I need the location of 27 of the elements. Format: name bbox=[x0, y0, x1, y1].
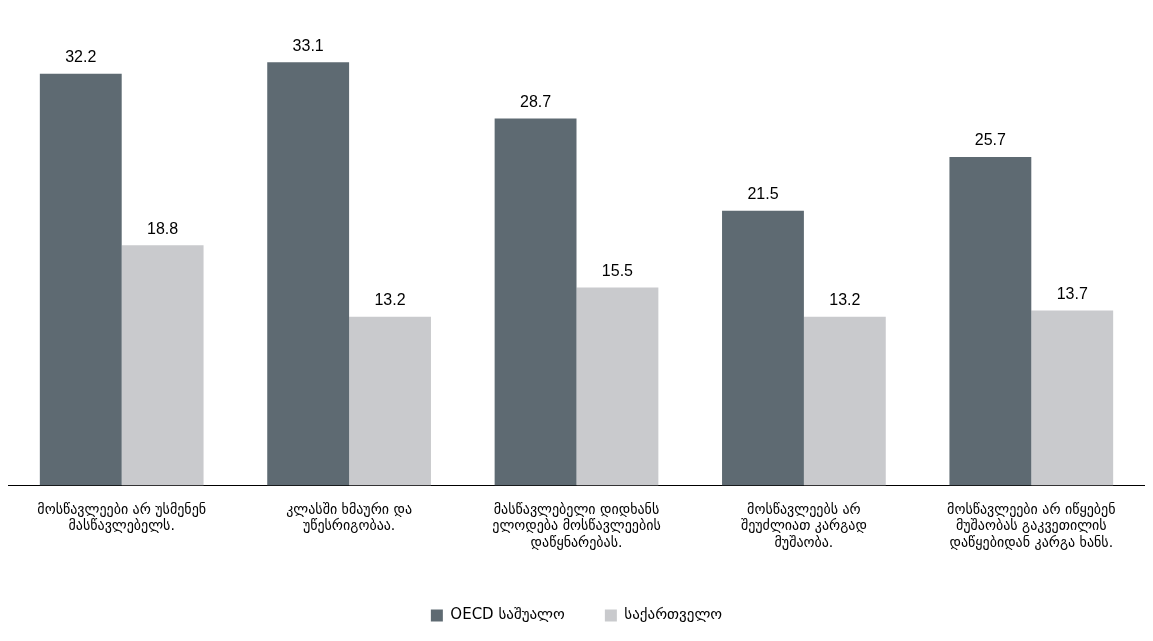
x-tick-label: მოსწავლეები არ უსმენენ მასწავლებელს. bbox=[37, 500, 207, 534]
x-tick-label: მასწავლებელი დიდხანს ელოდება მოსწავლეების დაწყნარებას. bbox=[492, 500, 661, 551]
data-label: 18.8 bbox=[147, 219, 179, 237]
bar bbox=[494, 118, 577, 486]
data-label: 13.2 bbox=[374, 291, 406, 309]
bar bbox=[267, 62, 350, 486]
data-label: 13.7 bbox=[1056, 284, 1088, 302]
x-tick-label: კლასში ხმაური და უწესრიგობაა. bbox=[286, 500, 413, 534]
bar bbox=[349, 316, 431, 486]
legend-label: საქართველო bbox=[624, 605, 723, 624]
data-label: 25.7 bbox=[974, 131, 1007, 149]
bar bbox=[722, 210, 804, 486]
x-tick-label: მოსწავლეებს არ შეუძლიათ კარგად მუშაობა. bbox=[740, 500, 867, 551]
x-tick-label: მოსწავლეები არ იწყებენ მუშაობას გაკვეთილის დაწყებიდან კარგა ხანს. bbox=[947, 500, 1116, 551]
data-label: 15.5 bbox=[601, 261, 634, 279]
data-label: 33.1 bbox=[292, 36, 324, 54]
bar bbox=[949, 156, 1032, 486]
data-label: 28.7 bbox=[520, 92, 552, 110]
legend-label: OECD საშუალო bbox=[450, 605, 566, 624]
data-label: 32.2 bbox=[65, 48, 97, 66]
bar bbox=[576, 287, 659, 486]
bar bbox=[803, 316, 886, 486]
bar bbox=[39, 73, 122, 486]
bar bbox=[1031, 310, 1114, 486]
bar bbox=[121, 245, 204, 486]
data-label: 13.2 bbox=[829, 291, 861, 309]
data-label: 21.5 bbox=[747, 185, 779, 203]
